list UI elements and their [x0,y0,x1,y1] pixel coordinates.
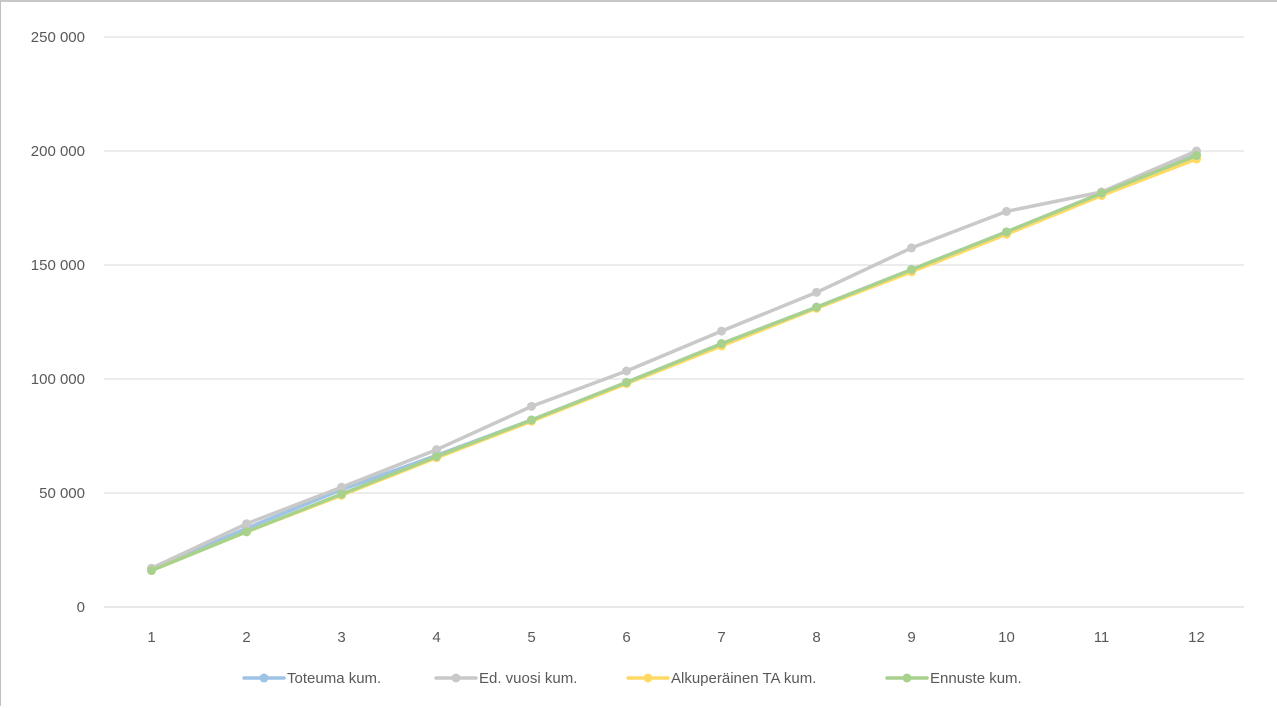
series-lines [147,146,1201,576]
data-point [907,243,916,253]
legend-swatch-marker [451,673,461,683]
data-point [147,566,156,576]
x-tick-label: 8 [812,629,820,646]
legend-swatch-marker [259,673,269,683]
legend-item-0: Toteuma kum. [242,670,381,687]
data-point [622,377,631,387]
legend-label: Ed. vuosi kum. [479,670,577,687]
legend: Toteuma kum. Ed. vuosi kum. Alkuperäinen T… [242,670,1022,687]
legend-item-2: Alkuperäinen TA kum. [626,670,816,687]
y-axis-tick-labels: 0 50 000 100 000 150 000 200 000 250 000 [31,29,85,616]
x-tick-label: 12 [1188,629,1205,646]
data-point [1002,227,1011,237]
data-point [242,519,251,529]
series-line [149,153,1199,573]
data-point [622,366,631,376]
y-tick-label: 0 [77,599,85,616]
data-point [717,326,726,336]
legend-label: Ennuste kum. [930,670,1022,687]
data-point [527,415,536,425]
x-tick-label: 10 [998,629,1015,646]
legend-item-3: Ennuste kum. [885,670,1022,687]
x-tick-label: 3 [337,629,345,646]
data-point [812,287,821,297]
x-tick-label: 9 [907,629,915,646]
data-point [907,265,916,275]
x-tick-label: 6 [622,629,630,646]
data-point [1002,206,1011,216]
data-point [1192,151,1201,161]
legend-item-1: Ed. vuosi kum. [434,670,577,687]
data-point [812,302,821,312]
x-tick-label: 11 [1094,629,1110,646]
x-axis-tick-labels: 1 2 3 4 5 6 7 8 9 10 11 12 [147,629,1205,646]
x-tick-label: 4 [432,629,440,646]
y-tick-label: 250 000 [31,29,85,46]
data-point [717,339,726,349]
legend-swatch-marker [643,673,653,683]
data-point [432,445,441,455]
data-point [1097,188,1106,198]
data-point [527,401,536,411]
x-tick-label: 7 [717,629,725,646]
data-point [337,489,346,499]
grid-lines [104,36,1244,608]
data-point [432,452,441,462]
series-3 [147,151,1201,576]
y-tick-label: 200 000 [31,143,85,160]
legend-label: Toteuma kum. [287,670,381,687]
y-tick-label: 50 000 [39,485,85,502]
data-point [242,527,251,537]
legend-swatch-marker [902,673,912,683]
series-line [149,149,1199,570]
data-point [337,482,346,492]
legend-label: Alkuperäinen TA kum. [671,670,816,687]
x-tick-label: 5 [527,629,535,646]
x-tick-label: 1 [147,629,155,646]
x-tick-label: 2 [242,629,250,646]
y-tick-label: 150 000 [31,257,85,274]
y-tick-label: 100 000 [31,371,85,388]
